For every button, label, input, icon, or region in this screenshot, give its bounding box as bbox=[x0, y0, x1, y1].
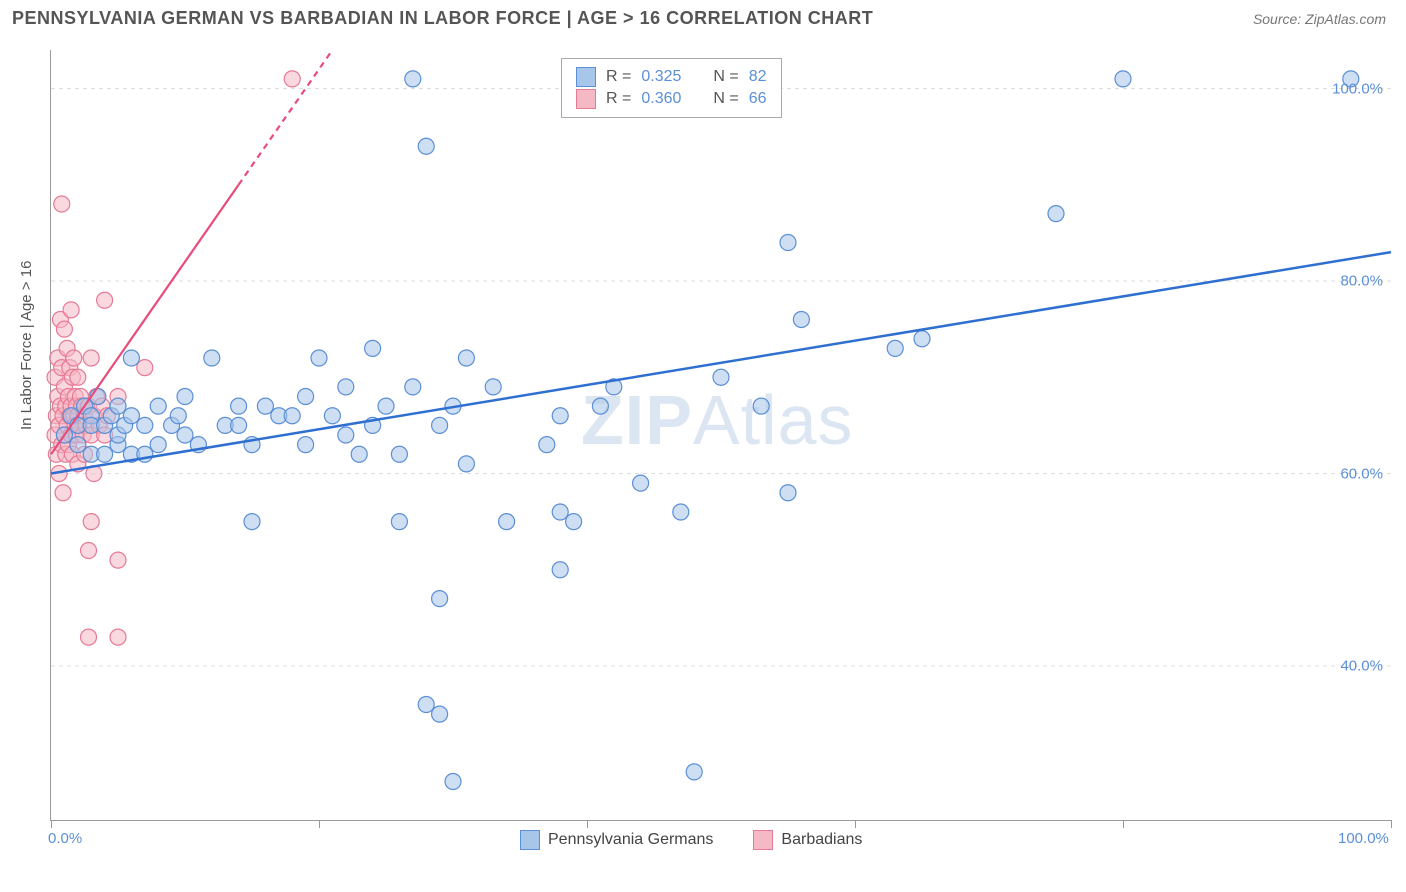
x-tick-100: 100.0% bbox=[1338, 830, 1389, 847]
swatch-blue-icon bbox=[520, 830, 540, 850]
r-value: 0.325 bbox=[641, 68, 681, 86]
legend-row-pink: R = 0.360 N = 66 bbox=[576, 89, 767, 109]
x-tick-mark bbox=[1123, 820, 1124, 828]
source-label: Source: ZipAtlas.com bbox=[1253, 11, 1386, 27]
legend-series: Pennsylvania Germans Barbadians bbox=[520, 830, 862, 850]
plot-svg bbox=[51, 50, 1391, 820]
n-value: 82 bbox=[749, 68, 767, 86]
r-value: 0.360 bbox=[641, 90, 681, 108]
x-tick-mark bbox=[51, 820, 52, 828]
n-value: 66 bbox=[749, 90, 767, 108]
x-tick-0: 0.0% bbox=[48, 830, 82, 847]
y-tick-label: 60.0% bbox=[1340, 465, 1383, 482]
legend-row-blue: R = 0.325 N = 82 bbox=[576, 67, 767, 87]
legend-label: Pennsylvania Germans bbox=[548, 831, 713, 849]
plot-area: ZIPAtlas 40.0%60.0%80.0%100.0% R = 0.325… bbox=[50, 50, 1391, 821]
x-tick-mark bbox=[319, 820, 320, 828]
legend-correlation: R = 0.325 N = 82 R = 0.360 N = 66 bbox=[561, 58, 782, 118]
chart-title: PENNSYLVANIA GERMAN VS BARBADIAN IN LABO… bbox=[12, 8, 873, 29]
y-axis-title: In Labor Force | Age > 16 bbox=[18, 261, 35, 430]
x-tick-mark bbox=[1391, 820, 1392, 828]
x-tick-mark bbox=[587, 820, 588, 828]
title-bar: PENNSYLVANIA GERMAN VS BARBADIAN IN LABO… bbox=[0, 0, 1406, 37]
r-label: R = bbox=[606, 68, 631, 86]
n-label: N = bbox=[713, 68, 738, 86]
y-tick-label: 40.0% bbox=[1340, 658, 1383, 675]
x-tick-mark bbox=[855, 820, 856, 828]
legend-item-blue: Pennsylvania Germans bbox=[520, 830, 713, 850]
legend-label: Barbadians bbox=[781, 831, 862, 849]
swatch-pink-icon bbox=[753, 830, 773, 850]
swatch-pink-icon bbox=[576, 89, 596, 109]
swatch-blue-icon bbox=[576, 67, 596, 87]
legend-item-pink: Barbadians bbox=[753, 830, 862, 850]
r-label: R = bbox=[606, 90, 631, 108]
y-tick-label: 100.0% bbox=[1332, 80, 1383, 97]
n-label: N = bbox=[713, 90, 738, 108]
y-tick-label: 80.0% bbox=[1340, 273, 1383, 290]
